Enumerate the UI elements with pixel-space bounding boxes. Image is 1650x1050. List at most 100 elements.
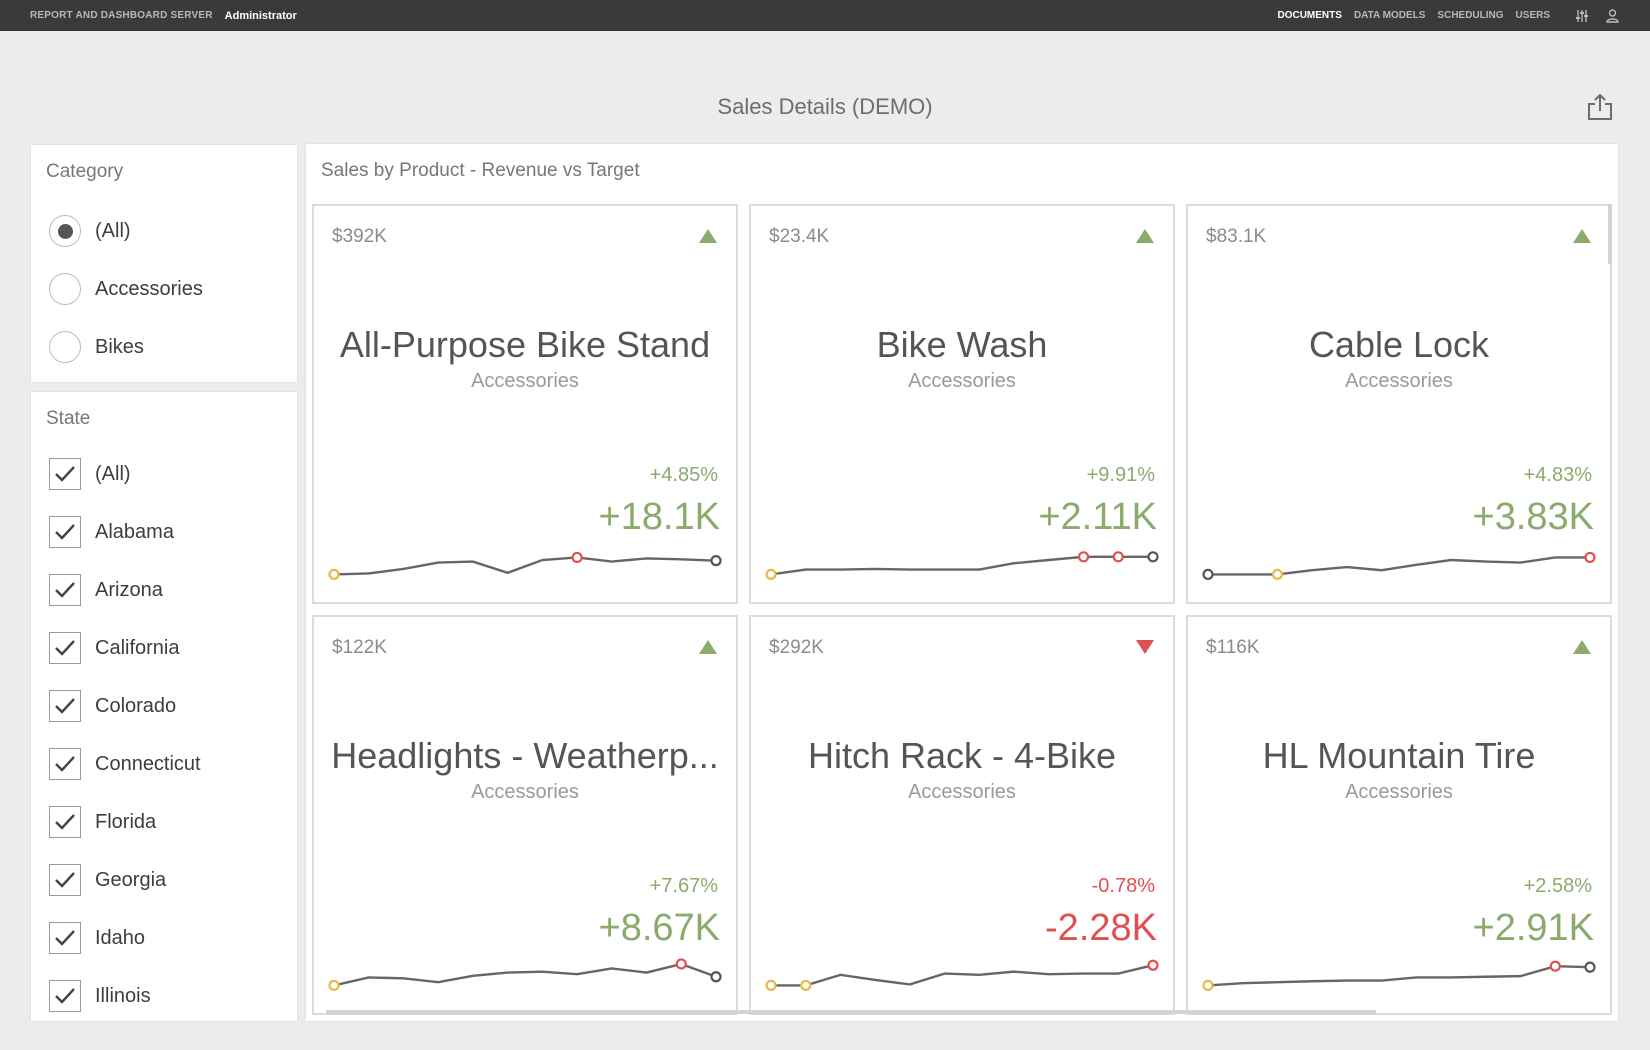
category-option-bikes[interactable]: Bikes — [49, 331, 144, 363]
product-card[interactable]: $292K Hitch Rack - 4-Bike Accessories -0.78… — [749, 615, 1175, 1015]
sparkline-marker — [710, 555, 722, 567]
sparkline-marker — [1147, 551, 1159, 563]
checkbox[interactable] — [49, 632, 81, 664]
card-product-name: All-Purpose Bike Stand — [339, 324, 711, 365]
checkmark-icon — [55, 930, 75, 946]
category-option-label: (All) — [95, 219, 131, 242]
card-absolute-variation: +8.67K — [598, 907, 721, 949]
checkbox[interactable] — [49, 980, 81, 1012]
state-option[interactable]: Florida — [49, 806, 156, 838]
checkmark-icon — [55, 640, 75, 656]
card-product-name: Hitch Rack - 4-Bike — [807, 735, 1117, 776]
checkbox[interactable] — [49, 922, 81, 954]
radio-button[interactable] — [49, 273, 81, 305]
top-nav: DOCUMENTS DATA MODELS SCHEDULING USERS — [1265, 8, 1620, 24]
category-option-accessories[interactable]: Accessories — [49, 273, 203, 305]
nav-users[interactable]: USERS — [1515, 10, 1550, 21]
checkbox[interactable] — [49, 690, 81, 722]
settings-sliders-icon[interactable] — [1574, 8, 1590, 24]
state-option[interactable]: Illinois — [49, 980, 151, 1012]
card-category: Accessories — [471, 370, 579, 392]
card-percent-variation: +2.58% — [1523, 875, 1592, 897]
nav-documents[interactable]: DOCUMENTS — [1277, 10, 1342, 21]
state-option[interactable]: Georgia — [49, 864, 166, 896]
trend-indicator — [698, 228, 718, 249]
checkbox[interactable] — [49, 806, 81, 838]
user-name[interactable]: Administrator — [224, 9, 297, 22]
trend-indicator — [1572, 639, 1592, 660]
checkbox[interactable] — [49, 574, 81, 606]
checkbox[interactable] — [49, 458, 81, 490]
card-amount: $23.4K — [769, 226, 830, 247]
sparkline — [1202, 960, 1596, 992]
state-option[interactable]: Idaho — [49, 922, 145, 954]
checkmark-icon — [55, 814, 75, 830]
card-amount: $83.1K — [1206, 226, 1267, 247]
checkmark-icon — [55, 698, 75, 714]
radio-button[interactable] — [49, 215, 81, 247]
product-card[interactable]: $392K All-Purpose Bike Stand Accessories +4… — [312, 204, 738, 604]
product-card[interactable]: $122K Headlights - Weatherp... Accessories… — [312, 615, 738, 1015]
category-option-label: Bikes — [95, 335, 144, 358]
card-category: Accessories — [1345, 370, 1453, 392]
trend-up-icon — [1573, 229, 1591, 243]
nav-data-models[interactable]: DATA MODELS — [1353, 10, 1426, 21]
category-option-all[interactable]: (All) — [49, 215, 131, 247]
card-product-name: Headlights - Weatherp... — [331, 735, 719, 776]
sparkline-line — [770, 555, 1153, 576]
sparkline-marker — [1077, 551, 1090, 563]
checkmark-icon — [55, 872, 75, 888]
checkbox[interactable] — [49, 748, 81, 780]
product-card[interactable]: $23.4K Bike Wash Accessories +9.91% +2.11K — [749, 204, 1175, 604]
export-button[interactable] — [1586, 92, 1614, 122]
state-option-label: Georgia — [95, 868, 167, 891]
product-card[interactable]: $116K HL Mountain Tire Accessories +2.58% +2… — [1186, 615, 1612, 1015]
trend-up-icon — [1136, 229, 1154, 243]
trend-indicator — [1135, 228, 1155, 249]
checkbox[interactable] — [49, 516, 81, 548]
trend-down-icon — [1136, 640, 1154, 654]
card-absolute-variation: +2.91K — [1472, 907, 1595, 949]
state-option[interactable]: Colorado — [49, 690, 176, 722]
sales-cards-panel: Sales by Product - Revenue vs Target $39… — [306, 144, 1618, 1021]
state-filter-panel: State (All) Alabama Arizona California Color… — [31, 392, 297, 1021]
card-amount: $292K — [769, 637, 824, 658]
card-category: Accessories — [471, 781, 579, 803]
app-title[interactable]: REPORT AND DASHBOARD SERVER — [30, 10, 213, 21]
state-option[interactable]: Connecticut — [49, 748, 201, 780]
card-absolute-variation: +18.1K — [598, 496, 721, 538]
cards-section-title: Sales by Product - Revenue vs Target — [321, 160, 640, 181]
horizontal-scrollbar[interactable] — [326, 1010, 1376, 1014]
trend-up-icon — [1573, 640, 1591, 654]
card-product-name: Cable Lock — [1308, 324, 1490, 365]
state-option[interactable]: Arizona — [49, 574, 163, 606]
vertical-scrollbar[interactable] — [1608, 204, 1612, 264]
sparkline-marker — [1549, 960, 1561, 972]
state-option-label: (All) — [95, 462, 131, 485]
top-bar: REPORT AND DASHBOARD SERVER Administrato… — [0, 0, 1650, 31]
state-option-label: Florida — [95, 810, 157, 833]
state-option-label: Idaho — [95, 926, 146, 949]
trend-indicator — [1135, 639, 1155, 660]
card-category: Accessories — [908, 370, 1016, 392]
state-option[interactable]: (All) — [49, 458, 131, 490]
state-option-label: Arizona — [95, 578, 163, 601]
sparkline-marker — [1147, 959, 1159, 971]
checkbox[interactable] — [49, 864, 81, 896]
trend-indicator — [698, 639, 718, 660]
state-option-label: California — [95, 636, 180, 659]
state-option-label: Colorado — [95, 694, 177, 717]
sparkline — [328, 958, 722, 992]
sparkline-marker — [328, 979, 340, 992]
checkmark-icon — [55, 756, 75, 772]
category-filter-panel: Category (All) Accessories Bikes — [31, 145, 297, 382]
card-percent-variation: -0.78% — [1091, 875, 1155, 897]
state-filter-title: State — [46, 408, 91, 429]
product-card[interactable]: $83.1K Cable Lock Accessories +4.83% +3.83K — [1186, 204, 1612, 604]
nav-scheduling[interactable]: SCHEDULING — [1437, 10, 1504, 21]
user-icon[interactable] — [1604, 8, 1620, 24]
sparkline-marker — [571, 551, 583, 564]
radio-button[interactable] — [49, 331, 81, 363]
state-option[interactable]: California — [49, 632, 179, 664]
state-option[interactable]: Alabama — [49, 516, 174, 548]
